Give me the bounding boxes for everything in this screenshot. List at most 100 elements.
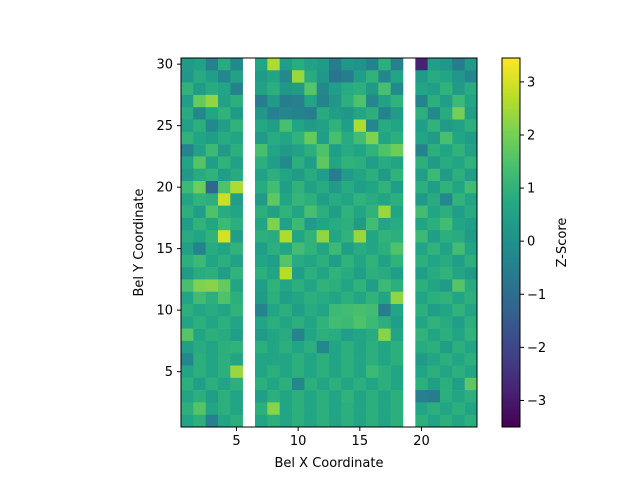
heatmap-cell: [390, 365, 404, 379]
heatmap-cell: [218, 267, 231, 280]
heatmap-cell: [366, 94, 379, 108]
heatmap-cell: [292, 365, 305, 379]
heatmap-cell: [292, 291, 305, 305]
heatmap-cell: [181, 390, 194, 403]
heatmap-cell: [267, 181, 280, 194]
heatmap-cell: [181, 94, 194, 108]
heatmap-cell: [181, 205, 194, 219]
heatmap-cell: [353, 156, 367, 169]
heatmap-cell: [427, 242, 441, 256]
heatmap-cell: [193, 328, 206, 342]
heatmap-cell: [316, 267, 330, 280]
heatmap-cell: [230, 82, 243, 96]
heatmap-cell: [329, 230, 342, 243]
heatmap-cell: [193, 156, 206, 169]
heatmap-cell: [267, 242, 280, 256]
heatmap-cell: [304, 193, 317, 206]
heatmap-cell: [218, 316, 231, 329]
heatmap-cell: [255, 291, 268, 305]
heatmap-cell: [427, 107, 441, 120]
heatmap-cell: [181, 267, 194, 280]
heatmap-cell: [427, 291, 441, 305]
heatmap-cell: [378, 316, 391, 329]
heatmap-cell: [464, 181, 478, 194]
heatmap-cell: [378, 217, 391, 231]
heatmap-cell: [464, 82, 478, 96]
heatmap-cell: [304, 242, 317, 256]
colorbar-tick-label: −2: [527, 341, 546, 356]
heatmap-cell: [353, 279, 367, 292]
heatmap-cell: [378, 340, 391, 354]
heatmap-cell: [193, 131, 206, 145]
heatmap-cell: [366, 193, 379, 206]
heatmap-cell: [255, 414, 268, 428]
heatmap-cell: [316, 119, 330, 133]
heatmap-cell: [304, 58, 317, 71]
heatmap-cell: [329, 279, 342, 292]
heatmap-cell: [353, 131, 367, 145]
heatmap-cell: [255, 205, 268, 219]
heatmap-cell: [292, 304, 305, 317]
heatmap-cell: [218, 156, 231, 169]
heatmap-cell: [181, 58, 194, 71]
heatmap-cell: [255, 82, 268, 96]
heatmap-cell: [366, 156, 379, 169]
heatmap-cell: [267, 70, 280, 83]
heatmap-cell: [181, 353, 194, 366]
heatmap-cell: [304, 254, 317, 268]
heatmap-cell: [181, 402, 194, 415]
heatmap-cell: [452, 82, 465, 96]
heatmap-cell: [181, 181, 194, 194]
heatmap-cell: [378, 94, 391, 108]
heatmap-cell: [267, 205, 280, 219]
heatmap-cell: [218, 242, 231, 256]
heatmap-cell: [427, 82, 441, 96]
heatmap-cell: [341, 304, 354, 317]
heatmap-cell: [255, 156, 268, 169]
heatmap-cell: [390, 304, 404, 317]
heatmap-cell: [353, 328, 367, 342]
heatmap-cell: [181, 340, 194, 354]
heatmap-cell: [415, 402, 428, 415]
heatmap-cell: [440, 254, 453, 268]
y-tick-label: 15: [156, 242, 173, 257]
heatmap-cell: [292, 70, 305, 83]
heatmap-cell: [181, 107, 194, 120]
heatmap-cell: [378, 254, 391, 268]
x-axis-label: Bel X Coordinate: [275, 456, 384, 471]
heatmap-cell: [267, 414, 280, 428]
heatmap-cell: [329, 242, 342, 256]
heatmap-cell: [440, 181, 453, 194]
heatmap-cell: [181, 328, 194, 342]
heatmap-cell: [205, 279, 219, 292]
heatmap-cell: [230, 181, 243, 194]
heatmap-cell: [230, 390, 243, 403]
heatmap-cell: [255, 365, 268, 379]
heatmap-cell: [353, 119, 367, 133]
heatmap-cell: [440, 377, 453, 391]
heatmap-cell: [304, 304, 317, 317]
heatmap-cell: [390, 316, 404, 329]
heatmap-cell: [378, 230, 391, 243]
heatmap-cell: [316, 144, 330, 157]
heatmap-cell: [452, 340, 465, 354]
heatmap-cell: [366, 267, 379, 280]
heatmap-cell: [230, 193, 243, 206]
heatmap-cell: [440, 58, 453, 71]
heatmap-cell: [193, 181, 206, 194]
heatmap-cell: [378, 205, 391, 219]
heatmap-cell: [366, 82, 379, 96]
heatmap-cell: [378, 58, 391, 71]
heatmap-cell: [353, 377, 367, 391]
colorbar-tick-label: −1: [527, 288, 546, 303]
heatmap-cell: [193, 291, 206, 305]
heatmap-cell: [267, 144, 280, 157]
heatmap-cell: [390, 377, 404, 391]
heatmap-cell: [181, 193, 194, 206]
heatmap-cell: [230, 242, 243, 256]
heatmap-cell: [464, 205, 478, 219]
heatmap-cell: [390, 267, 404, 280]
heatmap-cell: [378, 193, 391, 206]
heatmap-cell: [464, 340, 478, 354]
colorbar-tick-label: −3: [527, 394, 546, 409]
